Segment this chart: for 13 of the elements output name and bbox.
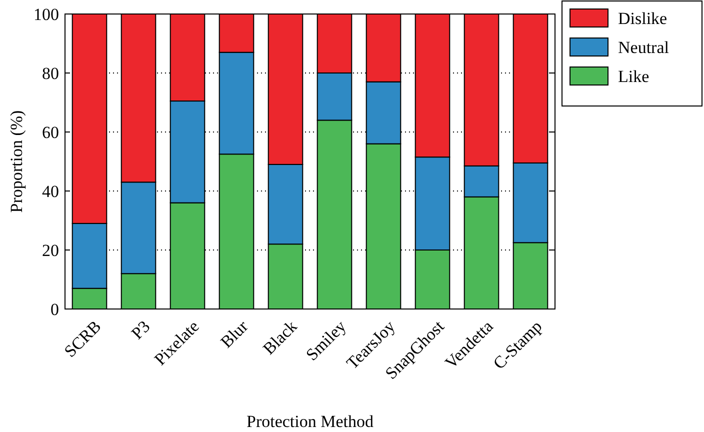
x-tick-label: P3 [128,316,154,343]
legend-label: Dislike [618,8,668,28]
y-tick-label: 100 [34,4,59,24]
y-tick-label: 60 [42,122,59,142]
x-tick-label: Blur [216,316,252,352]
x-axis-title: Protection Method [246,412,374,431]
y-tick-label: 40 [42,182,59,201]
legend-label: Neutral [618,38,670,57]
legend-label: Like [618,66,650,86]
y-axis-title: Proportion (%) [7,110,26,213]
y-tick-label: 20 [42,240,59,260]
y-tick-label: 80 [42,64,59,83]
y-tick-label: 0 [50,300,59,319]
